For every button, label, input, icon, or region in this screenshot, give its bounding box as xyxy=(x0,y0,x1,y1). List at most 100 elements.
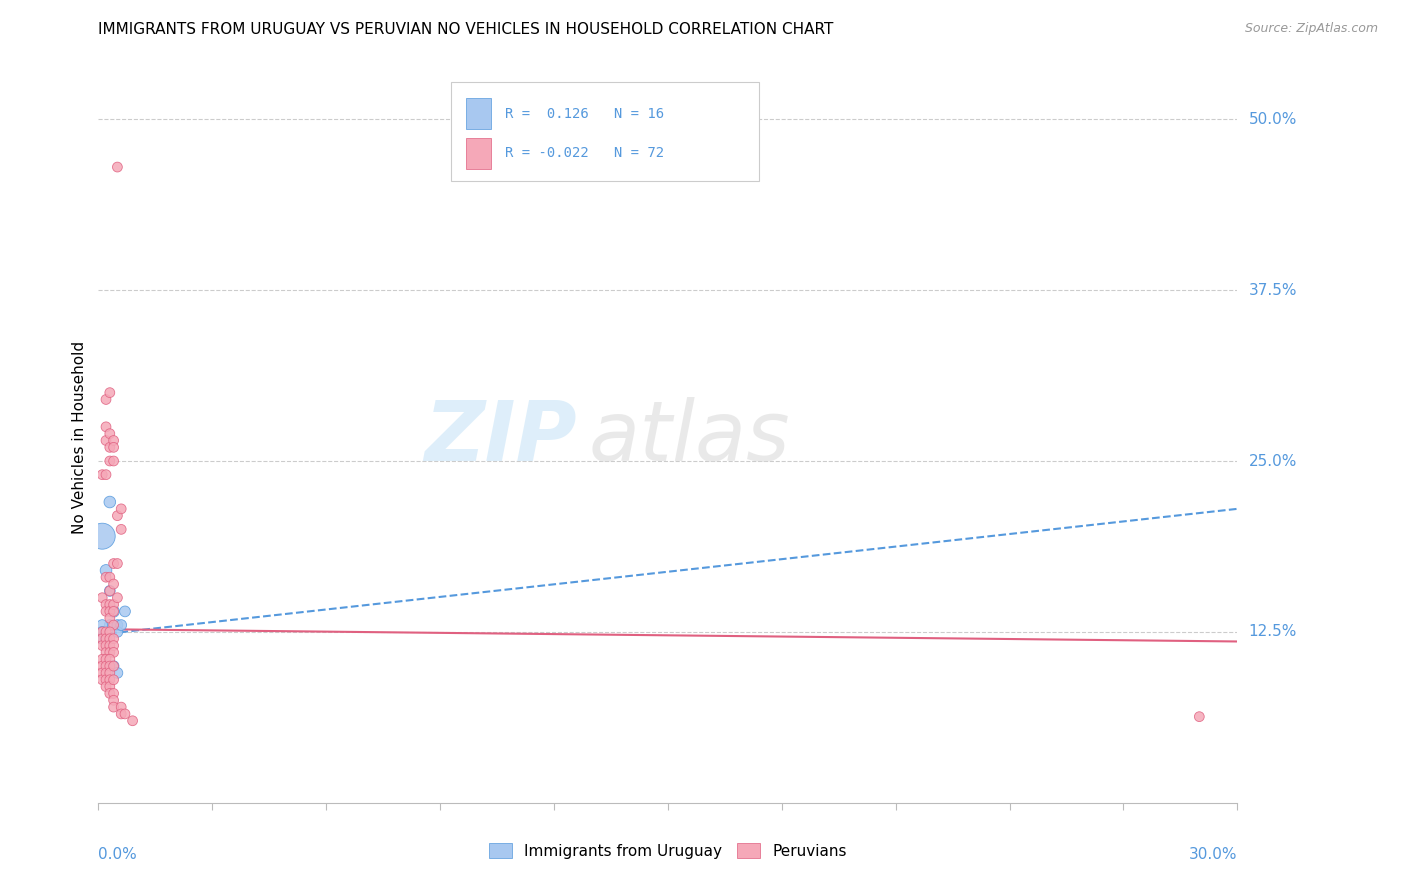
Point xyxy=(103,645,125,659)
Text: 12.5%: 12.5% xyxy=(1249,624,1298,640)
Point xyxy=(103,604,125,618)
Point xyxy=(94,645,117,659)
Point xyxy=(98,426,121,441)
Point xyxy=(98,632,121,646)
Point xyxy=(107,624,129,639)
Point xyxy=(94,659,117,673)
Point xyxy=(98,624,121,639)
Point xyxy=(98,385,121,400)
Point xyxy=(107,618,129,632)
Text: R =  0.126   N = 16: R = 0.126 N = 16 xyxy=(505,107,664,120)
Point xyxy=(98,665,121,680)
Point xyxy=(94,467,117,482)
Point xyxy=(91,624,114,639)
Point xyxy=(103,618,125,632)
Point xyxy=(91,632,114,646)
Point xyxy=(91,591,114,605)
Point xyxy=(91,665,114,680)
Point xyxy=(94,652,117,666)
Point xyxy=(98,440,121,454)
Text: IMMIGRANTS FROM URUGUAY VS PERUVIAN NO VEHICLES IN HOUSEHOLD CORRELATION CHART: IMMIGRANTS FROM URUGUAY VS PERUVIAN NO V… xyxy=(98,22,834,37)
Point xyxy=(94,392,117,407)
Point xyxy=(103,693,125,707)
Point xyxy=(107,557,129,571)
Point xyxy=(103,632,125,646)
Point xyxy=(91,529,114,543)
Point xyxy=(94,434,117,448)
Point xyxy=(103,598,125,612)
Point xyxy=(98,611,121,625)
Point xyxy=(107,665,129,680)
Point xyxy=(98,495,121,509)
Bar xyxy=(467,138,491,169)
Text: Source: ZipAtlas.com: Source: ZipAtlas.com xyxy=(1244,22,1378,36)
Point xyxy=(110,700,132,714)
Point xyxy=(110,501,132,516)
Point xyxy=(94,420,117,434)
Point xyxy=(103,577,125,591)
Point xyxy=(103,639,125,653)
Point xyxy=(121,714,143,728)
Text: 0.0%: 0.0% xyxy=(98,847,138,862)
Point xyxy=(107,508,129,523)
Point xyxy=(91,632,114,646)
Point xyxy=(91,659,114,673)
Point xyxy=(98,570,121,584)
Point xyxy=(94,598,117,612)
Point xyxy=(107,591,129,605)
Point xyxy=(98,673,121,687)
Point xyxy=(1188,709,1211,723)
Text: 25.0%: 25.0% xyxy=(1249,453,1298,468)
Point xyxy=(91,467,114,482)
Point xyxy=(98,618,121,632)
Text: 37.5%: 37.5% xyxy=(1249,283,1298,298)
Point xyxy=(110,522,132,536)
Point xyxy=(103,659,125,673)
Point xyxy=(98,652,121,666)
Point xyxy=(98,659,121,673)
Point xyxy=(91,673,114,687)
Point xyxy=(91,624,114,639)
Point xyxy=(94,673,117,687)
Point xyxy=(114,604,136,618)
Text: ZIP: ZIP xyxy=(425,397,576,477)
Point xyxy=(94,624,117,639)
Point xyxy=(94,570,117,584)
Point xyxy=(98,598,121,612)
Point xyxy=(94,632,117,646)
Point xyxy=(98,604,121,618)
Point xyxy=(91,652,114,666)
Text: R = -0.022   N = 72: R = -0.022 N = 72 xyxy=(505,146,664,161)
Text: 50.0%: 50.0% xyxy=(1249,112,1298,127)
Bar xyxy=(467,98,491,129)
Point xyxy=(94,680,117,694)
Point xyxy=(103,434,125,448)
Point xyxy=(98,583,121,598)
Point xyxy=(98,454,121,468)
Point xyxy=(103,454,125,468)
Point xyxy=(103,604,125,618)
Point xyxy=(94,665,117,680)
Point xyxy=(103,557,125,571)
Point xyxy=(98,680,121,694)
Point xyxy=(94,639,117,653)
Text: 30.0%: 30.0% xyxy=(1189,847,1237,862)
Point xyxy=(94,632,117,646)
Point xyxy=(98,645,121,659)
FancyBboxPatch shape xyxy=(451,82,759,181)
Point xyxy=(98,583,121,598)
Point xyxy=(94,563,117,577)
Point xyxy=(103,700,125,714)
Y-axis label: No Vehicles in Household: No Vehicles in Household xyxy=(72,341,87,533)
Point xyxy=(114,706,136,721)
Point xyxy=(98,686,121,700)
Legend: Immigrants from Uruguay, Peruvians: Immigrants from Uruguay, Peruvians xyxy=(482,837,853,864)
Text: atlas: atlas xyxy=(588,397,790,477)
Point xyxy=(103,686,125,700)
Point xyxy=(110,706,132,721)
Point xyxy=(94,604,117,618)
Point xyxy=(107,160,129,174)
Point xyxy=(91,639,114,653)
Point xyxy=(98,639,121,653)
Point xyxy=(103,659,125,673)
